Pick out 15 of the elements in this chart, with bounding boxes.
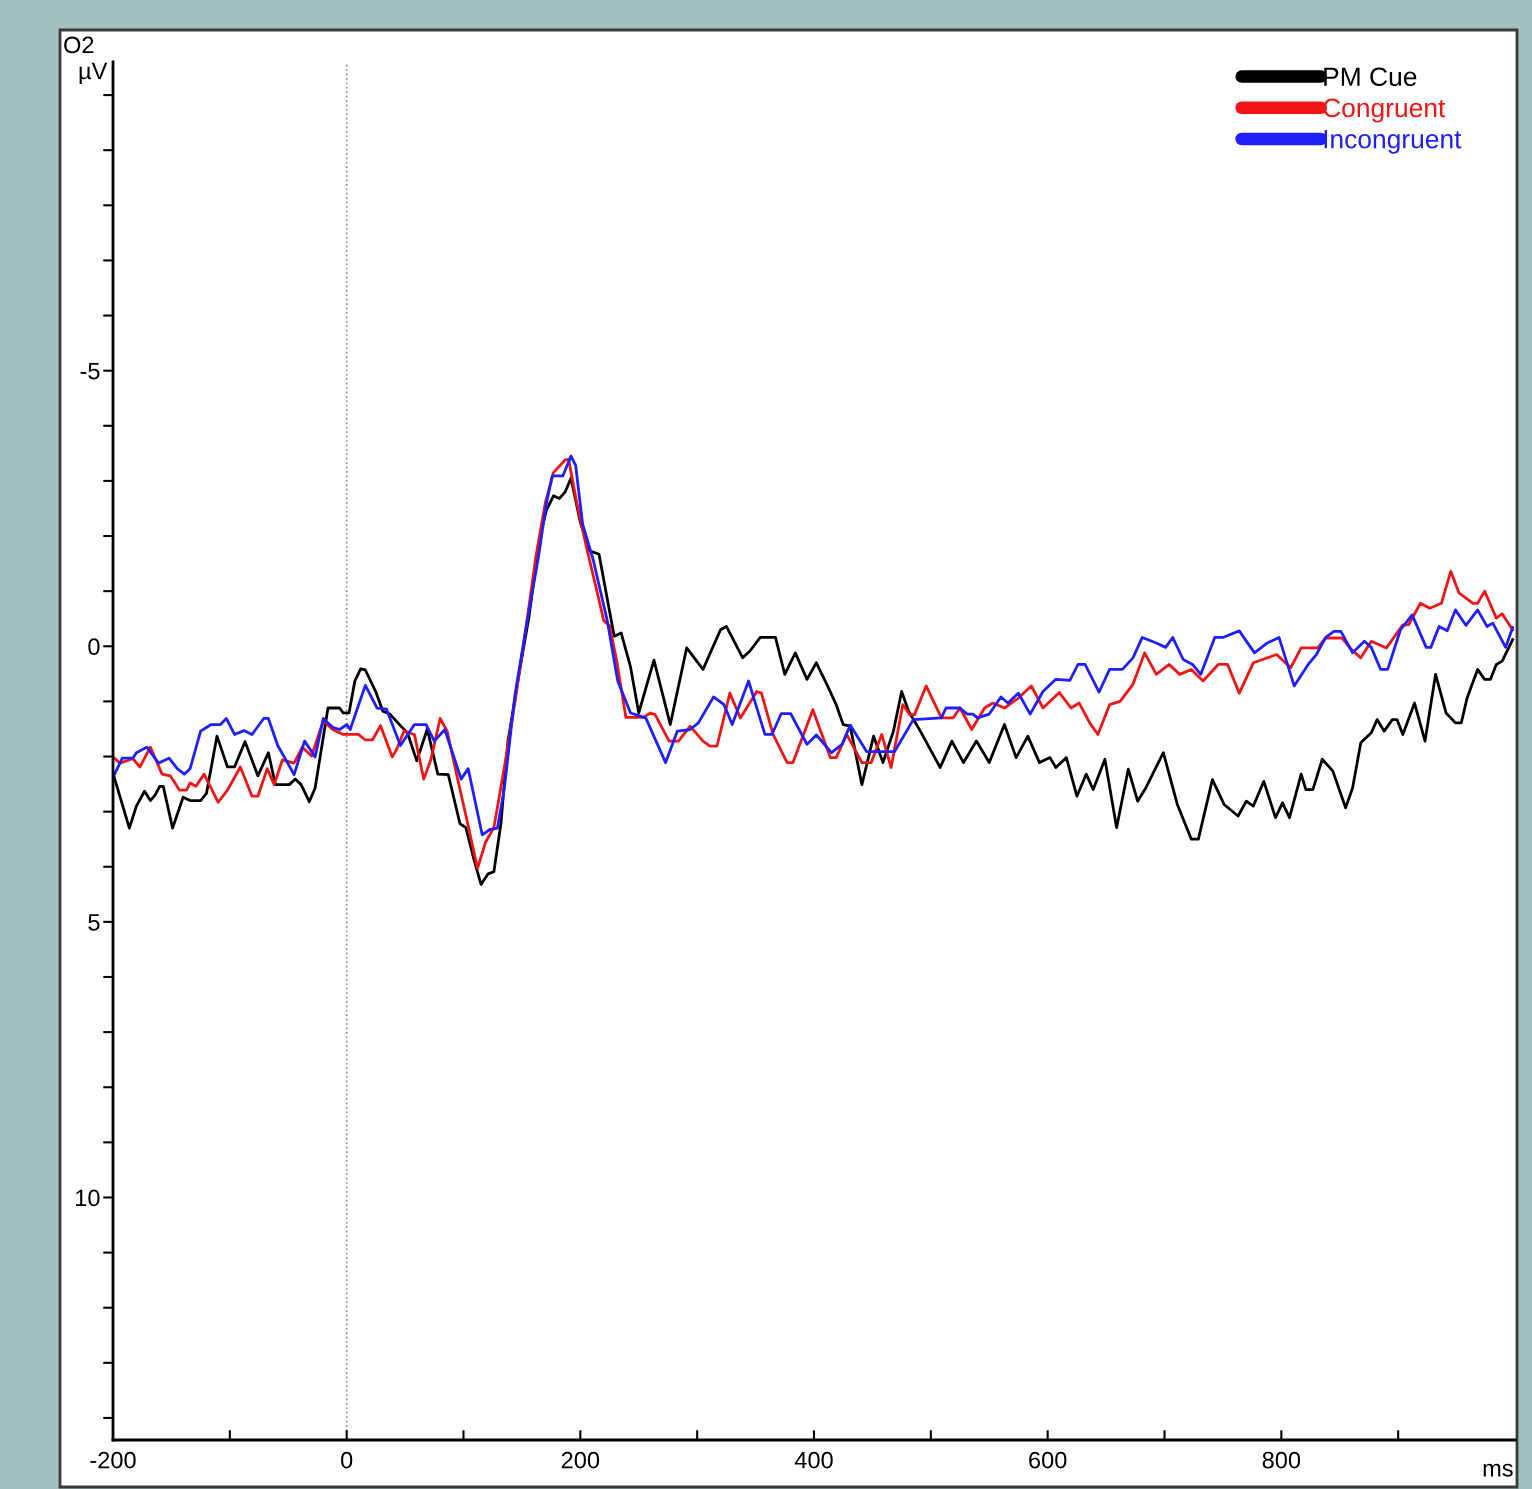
y-tick-label: 10: [76, 1189, 100, 1207]
x-tick-label: -200: [90, 1451, 136, 1469]
x-tick-label: 200: [561, 1451, 600, 1469]
x-tick-label: 0: [341, 1451, 353, 1469]
x-tick-label: 400: [794, 1451, 833, 1469]
legend-label: Incongruent: [1324, 130, 1462, 154]
x-tick-label: 600: [1029, 1451, 1067, 1469]
y-tick-label: 5: [88, 914, 100, 931]
y-tick-label: 0: [88, 638, 100, 656]
chart-title: O2: [64, 36, 94, 54]
y-axis-title: µV: [79, 62, 108, 85]
legend-label: Congruent: [1323, 98, 1446, 123]
y-tick-label: -5: [80, 362, 100, 380]
x-tick-label: 800: [1262, 1451, 1301, 1469]
x-axis-title: ms: [1483, 1463, 1513, 1477]
